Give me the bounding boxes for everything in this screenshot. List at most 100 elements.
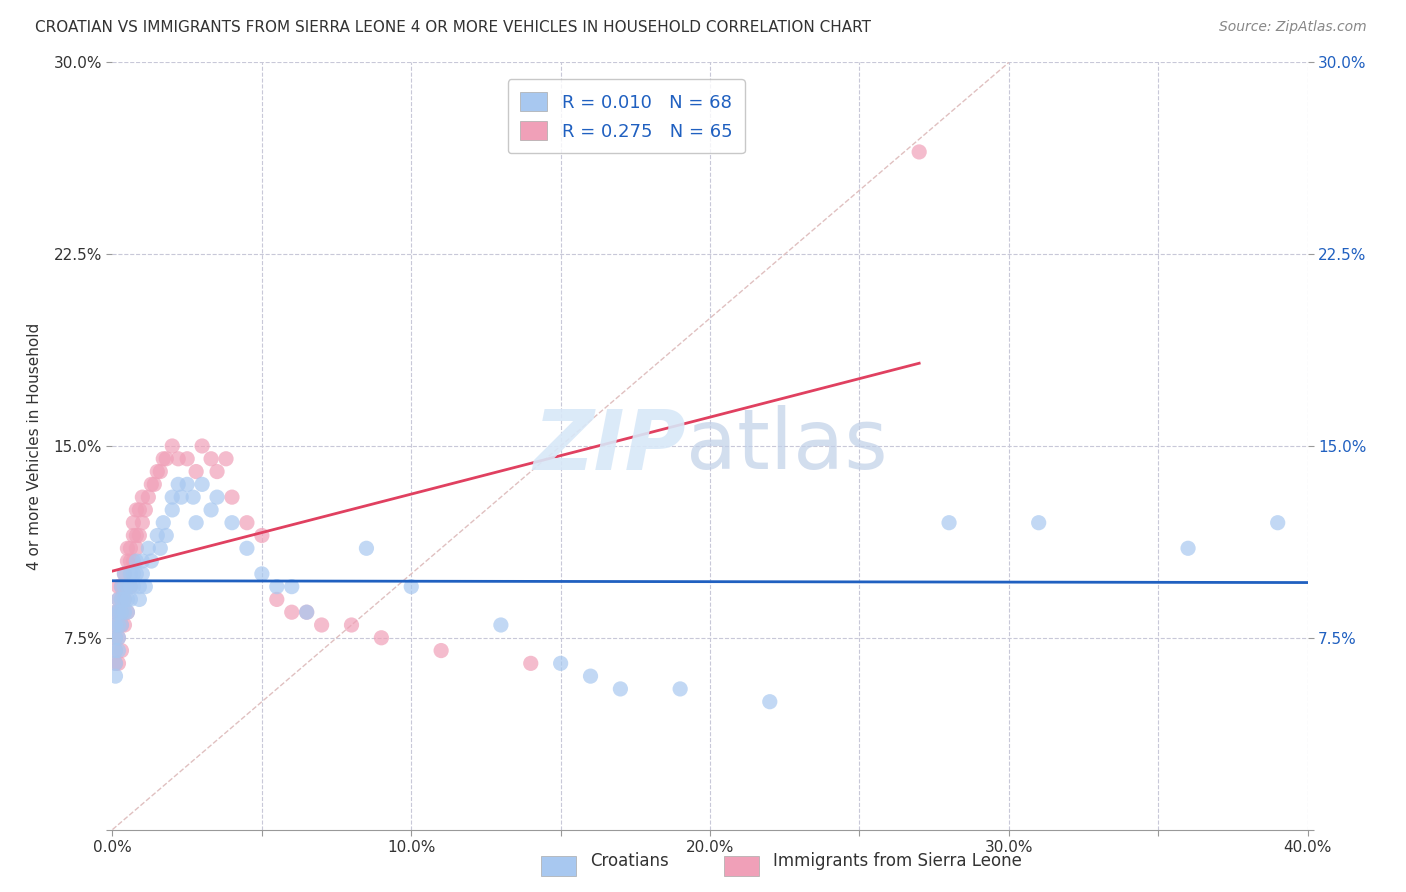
Point: [117, 554, 139, 568]
Point: [579, 669, 602, 683]
Point: [609, 681, 631, 696]
Point: [117, 605, 139, 619]
Point: [110, 618, 132, 632]
Point: [266, 580, 288, 594]
Point: [131, 516, 153, 530]
Point: [138, 541, 160, 556]
Point: [149, 541, 172, 556]
Point: [110, 580, 132, 594]
Point: [266, 592, 288, 607]
Point: [128, 528, 150, 542]
Point: [759, 695, 782, 709]
Point: [104, 631, 127, 645]
Point: [236, 541, 259, 556]
Point: [155, 528, 177, 542]
Point: [104, 657, 127, 671]
Point: [120, 580, 142, 594]
Point: [104, 669, 127, 683]
Point: [104, 618, 127, 632]
Point: [669, 681, 692, 696]
Point: [281, 580, 304, 594]
Point: [120, 592, 142, 607]
Point: [143, 477, 166, 491]
Point: [120, 554, 142, 568]
Point: [122, 554, 145, 568]
Point: [104, 605, 127, 619]
Legend: R = 0.010   N = 68, R = 0.275   N = 65: R = 0.010 N = 68, R = 0.275 N = 65: [508, 79, 745, 153]
Point: [114, 566, 135, 581]
Point: [117, 605, 139, 619]
Point: [128, 580, 150, 594]
Point: [107, 618, 129, 632]
Point: [125, 503, 148, 517]
Point: [167, 451, 190, 466]
Point: [107, 592, 129, 607]
Point: [107, 580, 129, 594]
Point: [114, 592, 135, 607]
Point: [155, 451, 177, 466]
Point: [107, 643, 129, 657]
Point: [104, 605, 127, 619]
Point: [110, 605, 132, 619]
Point: [110, 618, 132, 632]
Point: [107, 618, 129, 632]
Point: [146, 528, 169, 542]
Point: [107, 592, 129, 607]
Point: [104, 643, 127, 657]
Point: [125, 566, 148, 581]
Point: [281, 605, 304, 619]
Point: [170, 490, 193, 504]
Point: [550, 657, 572, 671]
Point: [120, 580, 142, 594]
Point: [128, 503, 150, 517]
Point: [117, 580, 139, 594]
Point: [311, 618, 333, 632]
Point: [908, 145, 931, 159]
Point: [125, 554, 148, 568]
Point: [134, 503, 156, 517]
Point: [122, 528, 145, 542]
Point: [110, 605, 132, 619]
Y-axis label: 4 or more Vehicles in Household: 4 or more Vehicles in Household: [28, 322, 42, 570]
Point: [149, 465, 172, 479]
Point: [176, 451, 198, 466]
Point: [205, 490, 228, 504]
Point: [370, 631, 392, 645]
Point: [114, 592, 135, 607]
Point: [131, 490, 153, 504]
Point: [122, 566, 145, 581]
Point: [110, 580, 132, 594]
Point: [401, 580, 423, 594]
Point: [250, 566, 273, 581]
Point: [176, 477, 198, 491]
Point: [141, 554, 163, 568]
Point: [186, 516, 208, 530]
Point: [356, 541, 378, 556]
Point: [181, 490, 204, 504]
Point: [125, 541, 148, 556]
Point: [152, 516, 174, 530]
Point: [120, 566, 142, 581]
Text: Croatians: Croatians: [591, 852, 669, 870]
Point: [215, 451, 238, 466]
Point: [1028, 516, 1050, 530]
Text: atlas: atlas: [686, 406, 887, 486]
Point: [520, 657, 543, 671]
Point: [104, 631, 127, 645]
Point: [110, 592, 132, 607]
Text: Source: ZipAtlas.com: Source: ZipAtlas.com: [1219, 20, 1367, 34]
Point: [122, 516, 145, 530]
Point: [200, 503, 222, 517]
Point: [295, 605, 318, 619]
Point: [104, 643, 127, 657]
Point: [152, 451, 174, 466]
Point: [114, 580, 135, 594]
Point: [114, 605, 135, 619]
Point: [250, 528, 273, 542]
Point: [205, 465, 228, 479]
Point: [134, 580, 156, 594]
Text: Immigrants from Sierra Leone: Immigrants from Sierra Leone: [773, 852, 1022, 870]
Point: [162, 490, 183, 504]
Text: CROATIAN VS IMMIGRANTS FROM SIERRA LEONE 4 OR MORE VEHICLES IN HOUSEHOLD CORRELA: CROATIAN VS IMMIGRANTS FROM SIERRA LEONE…: [35, 20, 872, 35]
Point: [107, 657, 129, 671]
